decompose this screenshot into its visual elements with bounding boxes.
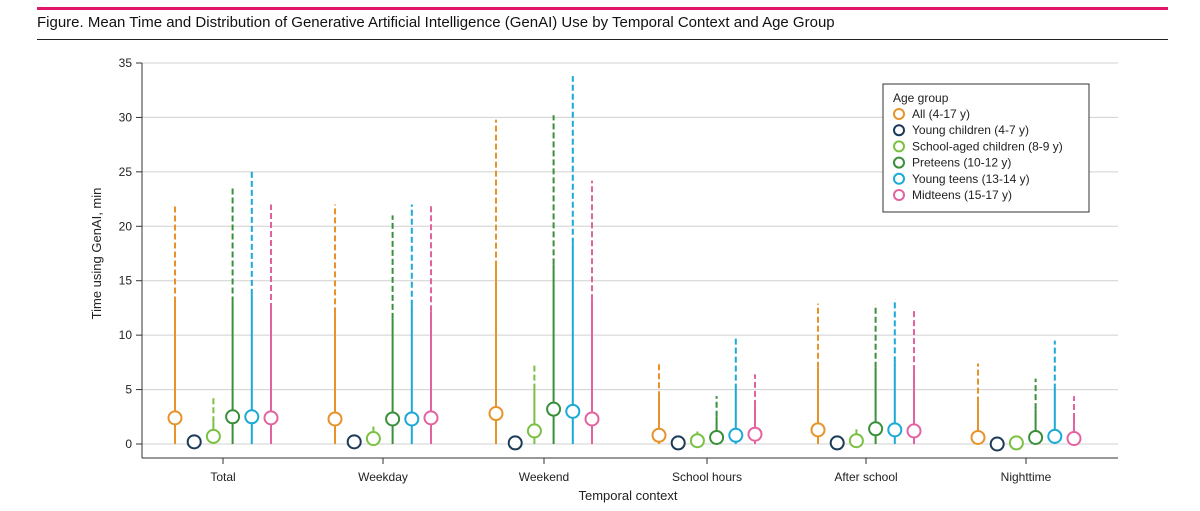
- y-tick-label: 15: [119, 274, 133, 288]
- y-tick-label: 25: [119, 165, 133, 179]
- x-tick-label: Weekday: [358, 470, 408, 484]
- mean-point: [868, 421, 884, 437]
- mean-point: [848, 433, 864, 449]
- mean-point: [810, 422, 826, 438]
- data-marks: [167, 76, 1082, 452]
- mean-point: [728, 427, 744, 443]
- x-tick-label: Weekend: [519, 470, 569, 484]
- grid-lines: [142, 62, 1118, 445]
- legend-marker: [893, 140, 905, 153]
- legend-entry: Preteens (10-12 y): [912, 156, 1011, 170]
- mean-point: [365, 431, 381, 447]
- mean-point: [404, 411, 420, 427]
- legend-entry: Young teens (13-14 y): [912, 172, 1030, 186]
- x-axis-title: Temporal context: [579, 488, 678, 503]
- y-tick-label: 35: [119, 56, 133, 70]
- legend: Age group All (4-17 y) Young children (4-…: [882, 83, 1090, 213]
- x-tick-label: School hours: [672, 470, 742, 484]
- figure-title: Figure. Mean Time and Distribution of Ge…: [37, 14, 835, 31]
- mean-point: [1028, 429, 1044, 445]
- mean-point: [829, 435, 845, 451]
- legend-marker: [893, 156, 905, 169]
- y-tick-label: 20: [119, 219, 133, 233]
- y-tick-label: 10: [119, 328, 133, 342]
- mean-point: [526, 423, 542, 439]
- legend-marker: [893, 189, 905, 201]
- legend-box: [882, 83, 1090, 213]
- y-tick-label: 30: [119, 110, 133, 124]
- x-tick-label: After school: [834, 470, 897, 484]
- mean-point: [747, 426, 763, 442]
- mean-point: [244, 409, 260, 425]
- x-tick-label: Total: [210, 470, 235, 484]
- mean-point: [906, 423, 922, 439]
- mean-point: [989, 436, 1005, 452]
- mean-point: [1047, 428, 1063, 444]
- mean-point: [1008, 435, 1024, 451]
- mean-point: [689, 433, 705, 449]
- legend-entry: All (4-17 y): [912, 107, 970, 121]
- y-axis-title: Time using GenAI, min: [89, 188, 104, 320]
- legend-marker: [893, 108, 905, 120]
- y-tick-label: 5: [125, 383, 132, 397]
- mean-point: [546, 401, 562, 417]
- mean-point: [1066, 431, 1082, 447]
- mean-point: [709, 429, 725, 445]
- axes: 0 5 10 15 20 25 30 35 Total Weekday Weekend School …: [119, 56, 1118, 484]
- mean-point: [205, 428, 221, 444]
- mean-point: [565, 403, 581, 419]
- mean-point: [186, 434, 202, 450]
- mean-point: [167, 410, 183, 426]
- mean-point: [670, 435, 686, 451]
- legend-entry: Midteens (15-17 y): [912, 188, 1012, 202]
- title-accent-rule: [37, 7, 1168, 10]
- legend-entry: School-aged children (8-9 y): [912, 139, 1063, 153]
- legend-entry: Young children (4-7 y): [912, 123, 1029, 137]
- mean-point: [507, 435, 523, 451]
- legend-marker: [893, 124, 905, 137]
- mean-point: [651, 427, 667, 443]
- mean-point: [263, 410, 279, 426]
- legend-title: Age group: [893, 91, 949, 105]
- mean-point: [346, 434, 362, 450]
- mean-point: [887, 422, 903, 438]
- mean-point: [488, 406, 504, 422]
- title-divider: [37, 39, 1168, 40]
- x-tick-label: Nighttime: [1001, 470, 1052, 484]
- mean-point: [225, 409, 241, 425]
- mean-point: [423, 410, 439, 426]
- legend-marker: [893, 172, 905, 185]
- mean-point: [327, 411, 343, 427]
- mean-point: [385, 411, 401, 427]
- mean-point: [970, 429, 986, 445]
- mean-point: [584, 411, 600, 427]
- y-tick-label: 0: [125, 437, 132, 451]
